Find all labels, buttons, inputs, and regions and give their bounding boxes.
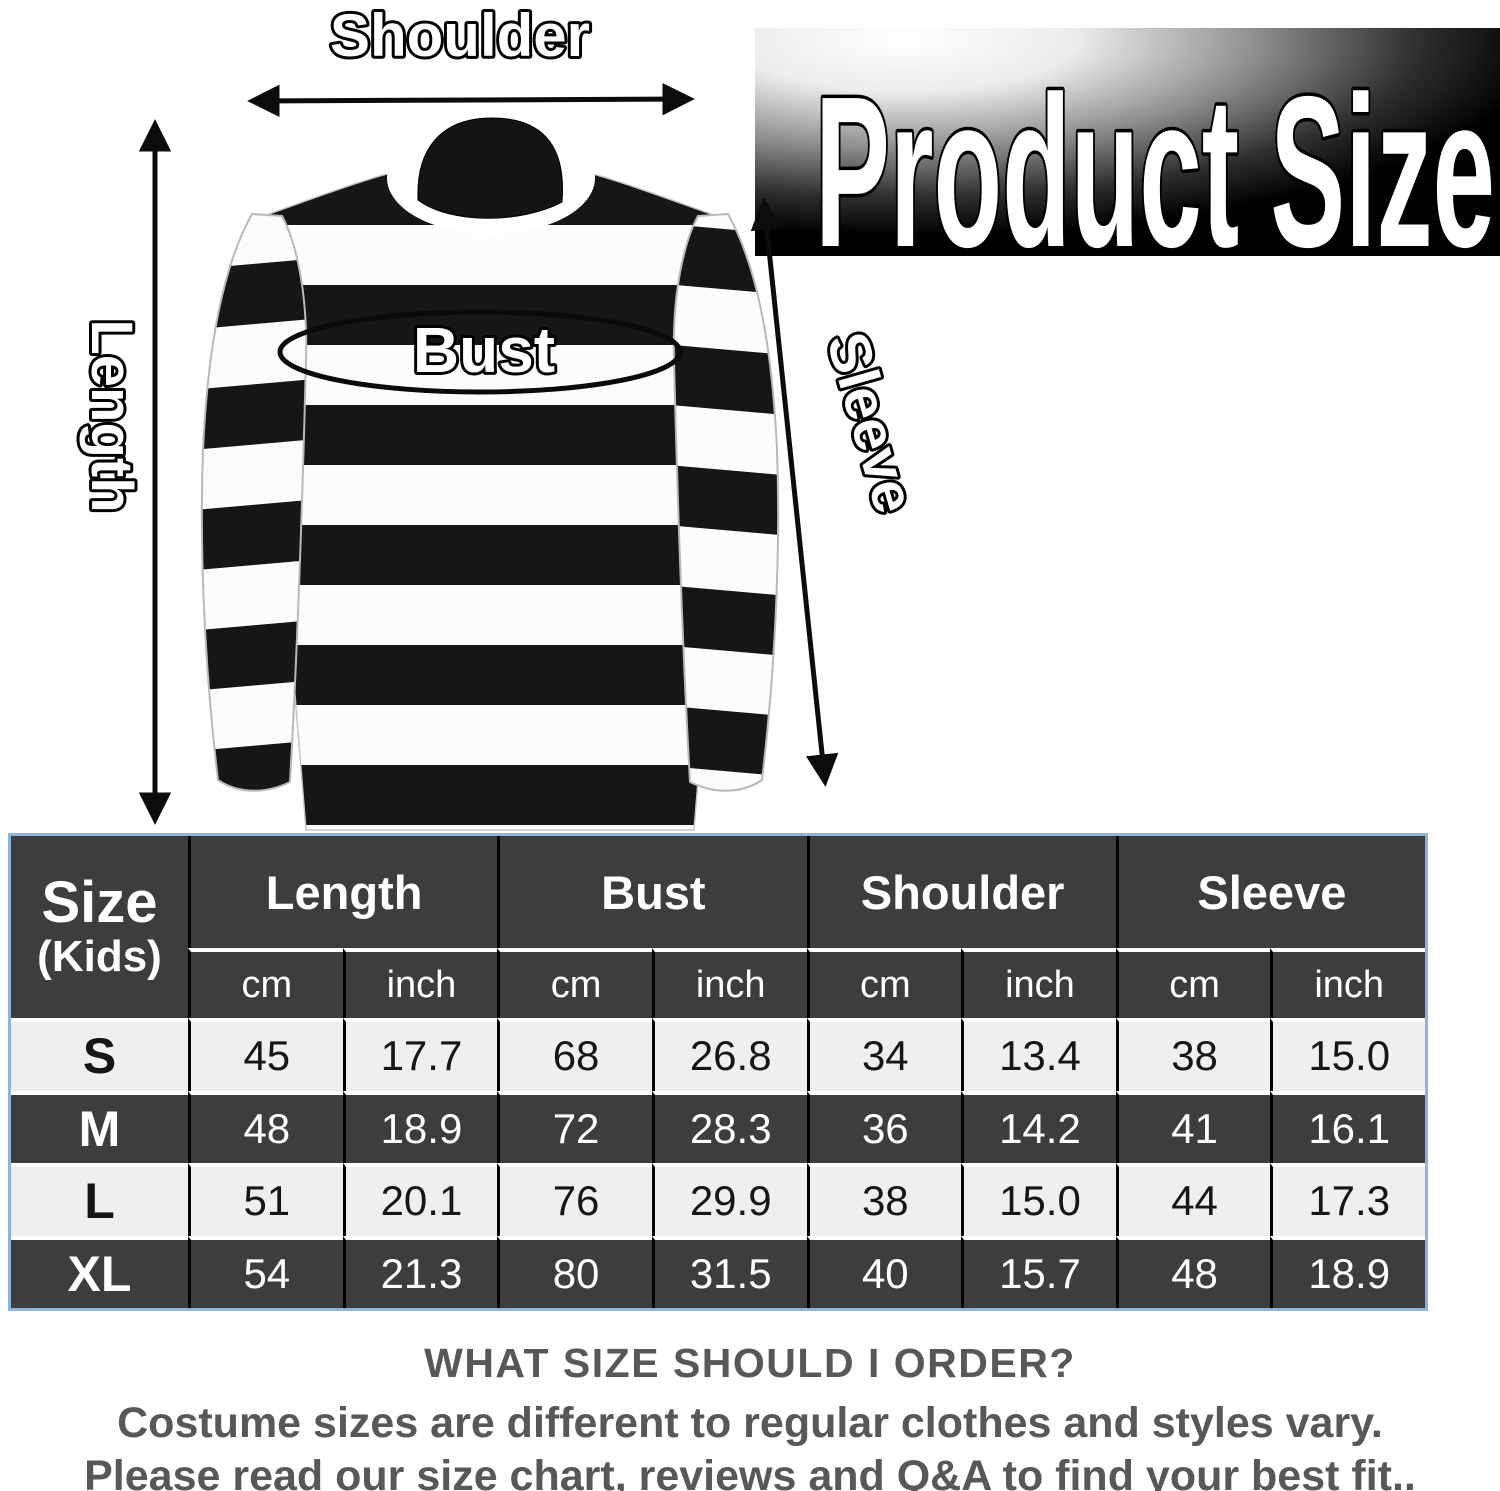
value-cell: 45: [188, 1018, 343, 1091]
footer-note-2: Please read our size chart, reviews and …: [84, 1452, 1416, 1491]
shoulder-arrow: [247, 82, 695, 118]
size-header-line2: (Kids): [37, 932, 162, 982]
value-cell: 41: [1115, 1090, 1271, 1163]
value-cell: 44: [1115, 1163, 1271, 1236]
shirt-sleeve-left: [200, 212, 308, 792]
value-cell: 68: [497, 1018, 652, 1091]
value-cell: 17.7: [342, 1018, 498, 1091]
value-cell: 38: [806, 1163, 962, 1236]
value-cell: 80: [497, 1235, 652, 1308]
size-header-line1: Size: [41, 870, 158, 936]
size-cell-xl: XL: [11, 1235, 188, 1308]
shoulder-label: Shoulder: [330, 2, 590, 69]
unit-header: inch: [651, 948, 807, 1018]
unit-header: cm: [188, 948, 343, 1018]
value-cell: 26.8: [651, 1018, 807, 1091]
group-header-shoulder: Shoulder: [806, 836, 1116, 948]
unit-header: inch: [961, 948, 1116, 1018]
value-cell: 13.4: [961, 1018, 1116, 1091]
footer-note-1: Costume sizes are different to regular c…: [117, 1399, 1383, 1447]
value-cell: 18.9: [1270, 1235, 1425, 1308]
bust-label: Bust: [413, 314, 555, 386]
sleeve-label: Sleeve: [814, 325, 927, 520]
length-label: Length: [79, 319, 144, 512]
group-header-sleeve: Sleeve: [1115, 836, 1425, 948]
value-cell: 20.1: [342, 1163, 498, 1236]
footer-question: WHAT SIZE SHOULD I ORDER?: [424, 1340, 1076, 1386]
title-background: [755, 28, 1500, 256]
value-cell: 17.3: [1270, 1163, 1425, 1236]
value-cell: 15.7: [961, 1235, 1116, 1308]
footer-note: WHAT SIZE SHOULD I ORDER? Costume sizes …: [0, 1340, 1500, 1491]
size-column-header: Size (Kids): [11, 836, 188, 1018]
value-cell: 18.9: [342, 1090, 498, 1163]
value-cell: 21.3: [342, 1235, 498, 1308]
value-cell: 36: [806, 1090, 962, 1163]
value-cell: 34: [806, 1018, 962, 1091]
value-cell: 28.3: [651, 1090, 807, 1163]
value-cell: 31.5: [651, 1235, 807, 1308]
size-table: Size (Kids) Length Bust Shoulder Sleeve …: [8, 833, 1428, 1311]
size-cell-s: S: [11, 1018, 188, 1091]
value-cell: 29.9: [651, 1163, 807, 1236]
shirt-sleeve-right: [672, 212, 780, 792]
size-cell-l: L: [11, 1163, 188, 1236]
size-diagram: Product Size Bust Shoulder Length Sleeve: [76, 0, 1500, 831]
page-title: Product Size: [815, 51, 1495, 292]
value-cell: 40: [806, 1235, 962, 1308]
sleeve-arrow: [750, 197, 839, 787]
bust-ellipse: [277, 309, 683, 395]
unit-header: cm: [806, 948, 962, 1018]
value-cell: 48: [188, 1090, 343, 1163]
value-cell: 51: [188, 1163, 343, 1236]
value-cell: 14.2: [961, 1090, 1116, 1163]
shirt-torso: [251, 160, 735, 831]
unit-header: cm: [497, 948, 652, 1018]
size-cell-m: M: [11, 1090, 188, 1163]
value-cell: 76: [497, 1163, 652, 1236]
value-cell: 48: [1115, 1235, 1271, 1308]
unit-header: cm: [1115, 948, 1271, 1018]
unit-header: inch: [342, 948, 498, 1018]
group-header-length: Length: [188, 836, 498, 948]
value-cell: 15.0: [1270, 1018, 1425, 1091]
shirt-collar: [417, 117, 564, 219]
group-header-bust: Bust: [497, 836, 807, 948]
unit-header: inch: [1270, 948, 1425, 1018]
value-cell: 16.1: [1270, 1090, 1425, 1163]
value-cell: 72: [497, 1090, 652, 1163]
value-cell: 38: [1115, 1018, 1271, 1091]
value-cell: 15.0: [961, 1163, 1116, 1236]
value-cell: 54: [188, 1235, 343, 1308]
